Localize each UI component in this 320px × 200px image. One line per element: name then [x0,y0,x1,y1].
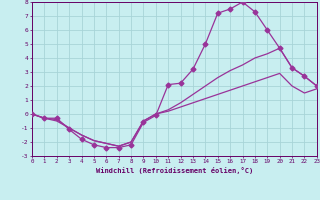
X-axis label: Windchill (Refroidissement éolien,°C): Windchill (Refroidissement éolien,°C) [96,167,253,174]
